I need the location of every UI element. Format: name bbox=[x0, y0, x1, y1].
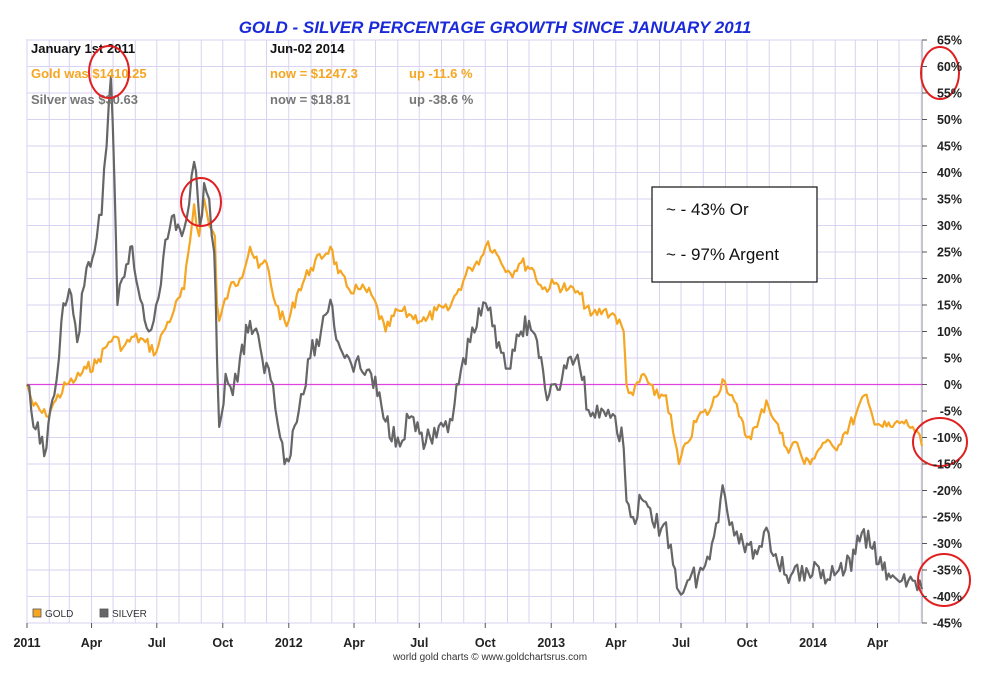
y-axis: 65% 60% 55% 50% 45% 40% 35% 30% 25% 20% 15% 10% 5% 0%… bbox=[922, 34, 962, 631]
y-tick-label: 55% bbox=[937, 87, 962, 101]
annotation-line-silver: ~ - 97% Argent bbox=[666, 245, 779, 264]
x-axis: 2011 Apr Jul Oct 2012 Apr Jul Oct 2013 Apr Jul Oct 2… bbox=[13, 623, 888, 650]
x-tick-label: Apr bbox=[605, 636, 627, 650]
highlight-circle-60pct bbox=[920, 46, 960, 100]
legend-swatch-gold bbox=[32, 608, 42, 618]
x-tick-label: Apr bbox=[81, 636, 103, 650]
highlight-circles bbox=[88, 45, 971, 607]
y-tick-label: 40% bbox=[937, 166, 962, 180]
chart-credit: world gold charts © www.goldchartsrus.co… bbox=[392, 652, 587, 663]
annotation-line-gold: ~ - 43% Or bbox=[666, 200, 749, 219]
x-tick-label: Jul bbox=[148, 636, 166, 650]
highlight-circle-silver-peak bbox=[180, 177, 222, 227]
header-gold-change: up -11.6 % bbox=[409, 66, 473, 81]
y-tick-label: -20% bbox=[933, 484, 962, 498]
series-layer bbox=[25, 76, 924, 596]
y-tick-label: -40% bbox=[933, 590, 962, 604]
chart-title: GOLD - SILVER PERCENTAGE GROWTH SINCE JA… bbox=[239, 18, 752, 37]
x-tick-label: Oct bbox=[737, 636, 759, 650]
annotation-box: ~ - 43% Or ~ - 97% Argent bbox=[651, 186, 818, 283]
y-tick-label: 5% bbox=[944, 352, 962, 366]
x-tick-label: 2011 bbox=[13, 636, 40, 650]
header-silver-was: Silver was $30.63 bbox=[31, 92, 138, 107]
y-tick-label: -35% bbox=[933, 564, 962, 578]
x-tick-label: Apr bbox=[867, 636, 889, 650]
header-end-label: Jun-02 2014 bbox=[270, 41, 345, 56]
x-tick-label: Oct bbox=[475, 636, 497, 650]
legend-swatch-silver bbox=[99, 608, 109, 618]
highlight-circle-gold-start bbox=[88, 45, 130, 99]
x-tick-label: Jul bbox=[672, 636, 690, 650]
y-tick-label: 60% bbox=[937, 60, 962, 74]
y-tick-label: -10% bbox=[933, 431, 962, 445]
x-tick-label: Jul bbox=[410, 636, 428, 650]
header-silver-change: up -38.6 % bbox=[409, 92, 474, 107]
y-tick-label: 20% bbox=[937, 272, 962, 286]
x-tick-label: Apr bbox=[343, 636, 365, 650]
y-tick-label: 35% bbox=[937, 193, 962, 207]
y-tick-label: 0% bbox=[944, 378, 962, 392]
y-tick-label: 15% bbox=[937, 299, 962, 313]
y-tick-label: 65% bbox=[937, 34, 962, 48]
x-tick-label: Oct bbox=[212, 636, 234, 650]
header-gold-now: now = $1247.3 bbox=[270, 66, 358, 81]
highlight-circle-silver-end bbox=[917, 553, 971, 607]
x-tick-label: 2013 bbox=[537, 636, 565, 650]
legend: GOLD SILVER bbox=[32, 608, 147, 620]
y-tick-label: -15% bbox=[933, 458, 962, 472]
y-tick-label: -5% bbox=[940, 405, 962, 419]
y-tick-label: 10% bbox=[937, 325, 962, 339]
y-tick-label: 25% bbox=[937, 246, 962, 260]
series-line-silver bbox=[26, 76, 924, 596]
y-tick-label: 45% bbox=[937, 140, 962, 154]
header-start-label: January 1st 2011 bbox=[31, 41, 135, 56]
series-line-gold bbox=[25, 197, 924, 466]
legend-label-gold: GOLD bbox=[45, 609, 73, 620]
header-silver-now: now = $18.81 bbox=[270, 92, 351, 107]
x-tick-label: 2012 bbox=[275, 636, 303, 650]
y-tick-label: 50% bbox=[937, 113, 962, 127]
legend-label-silver: SILVER bbox=[112, 609, 147, 620]
y-tick-label: -30% bbox=[933, 537, 962, 551]
x-tick-label: 2014 bbox=[799, 636, 827, 650]
y-tick-label: 30% bbox=[937, 219, 962, 233]
highlight-circle-gold-end bbox=[912, 417, 968, 467]
y-tick-label: -45% bbox=[933, 617, 962, 631]
y-tick-label: -25% bbox=[933, 511, 962, 525]
